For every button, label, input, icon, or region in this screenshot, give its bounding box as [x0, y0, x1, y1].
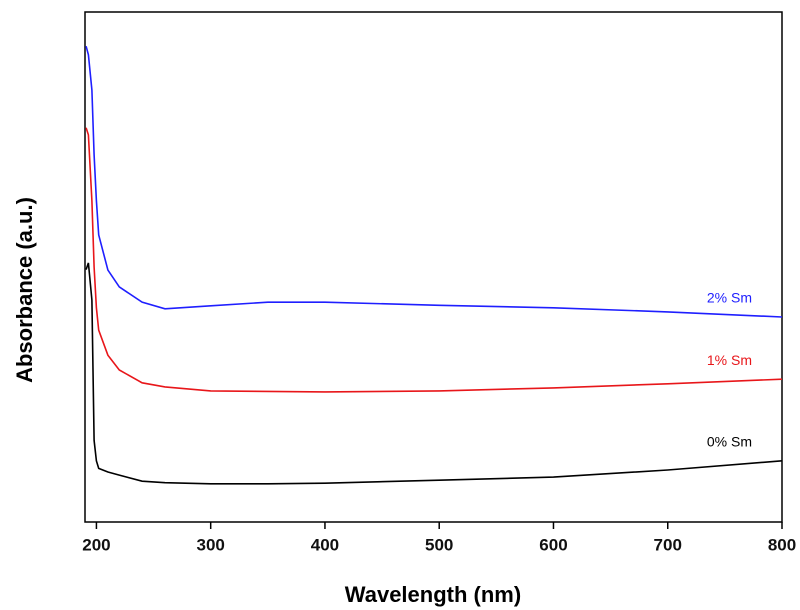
x-axis-title: Wavelength (nm): [345, 582, 521, 607]
x-tick-label: 600: [539, 535, 567, 554]
x-tick-label: 500: [425, 535, 453, 554]
x-tick-label: 300: [197, 535, 225, 554]
series-line: [86, 263, 782, 484]
series-line: [86, 46, 782, 317]
x-tick-label: 800: [768, 535, 796, 554]
chart: Wavelength (nm) Absorbance (a.u.) 200 300…: [0, 0, 800, 610]
series-line: [86, 128, 782, 392]
x-tick-label: 700: [654, 535, 682, 554]
y-axis-title: Absorbance (a.u.): [12, 197, 37, 383]
series-label: 1% Sm: [707, 352, 752, 368]
x-tick-label: 200: [82, 535, 110, 554]
series-label: 2% Sm: [707, 290, 752, 306]
x-tick-label: 400: [311, 535, 339, 554]
series-label: 0% Sm: [707, 434, 752, 450]
plot-frame: [85, 12, 782, 522]
